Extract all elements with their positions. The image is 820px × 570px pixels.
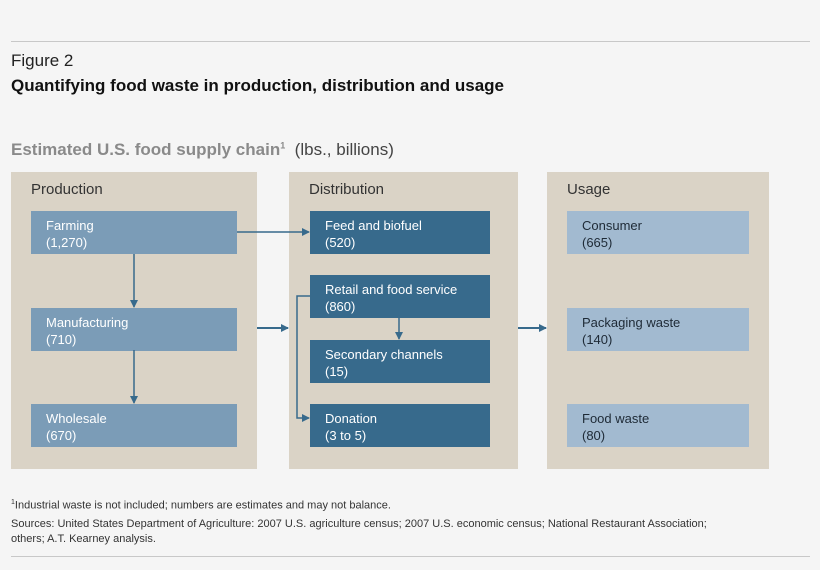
box-label: Food waste (582, 411, 650, 426)
arrow-retail-donation (296, 295, 310, 422)
box-value: (860) (325, 299, 356, 314)
box-value: (80) (582, 428, 606, 443)
panel-header: Production (31, 181, 103, 198)
box-food-waste: Food waste (80) (567, 404, 749, 447)
box-value: (520) (325, 235, 356, 250)
figure-label: Figure 2 (11, 51, 74, 70)
box-label: Feed and biofuel (325, 218, 422, 233)
top-rule (11, 41, 810, 42)
box-manufacturing: Manufacturing (710) (31, 308, 237, 351)
box-value: (710) (46, 332, 77, 347)
box-value: (140) (582, 332, 613, 347)
box-label: Farming (46, 218, 94, 233)
subtitle-main: Estimated U.S. food supply chain (11, 140, 281, 159)
box-retail-food-service: Retail and food service (860) (310, 275, 490, 318)
figure-title: Quantifying food waste in production, di… (11, 76, 504, 95)
footnote-text: Industrial waste is not included; number… (14, 499, 391, 512)
box-value: (665) (582, 235, 613, 250)
panel-header: Usage (567, 181, 611, 198)
box-label: Donation (325, 411, 378, 426)
box-value: (670) (46, 428, 77, 443)
box-label: Consumer (582, 218, 642, 233)
box-feed-biofuel: Feed and biofuel (520) (310, 211, 490, 254)
panel-header: Distribution (309, 181, 385, 198)
subtitle-sup: 1 (280, 140, 286, 151)
bottom-rule (11, 556, 810, 557)
box-secondary-channels: Secondary channels (15) (310, 340, 490, 383)
box-wholesale: Wholesale (670) (31, 404, 237, 447)
box-label: Manufacturing (46, 315, 129, 330)
box-packaging-waste: Packaging waste (140) (567, 308, 749, 351)
box-label: Secondary channels (325, 347, 443, 362)
box-value: (15) (325, 364, 349, 379)
chart-subtitle: Estimated U.S. food supply chain1 (lbs.,… (11, 140, 394, 160)
sources: Sources: United States Department of Agr… (11, 518, 707, 545)
box-label: Wholesale (46, 411, 107, 426)
box-label: Retail and food service (325, 282, 458, 297)
box-donation: Donation (3 to 5) (310, 404, 490, 447)
footnote: 1Industrial waste is not included; numbe… (11, 499, 391, 512)
box-label: Packaging waste (582, 315, 681, 330)
box-farming: Farming (1,270) (31, 211, 237, 254)
footnote-sup: 1 (11, 499, 15, 506)
box-consumer: Consumer (665) (567, 211, 749, 254)
subtitle-units: (lbs., billions) (294, 140, 394, 159)
box-value: (3 to 5) (325, 428, 367, 443)
box-value: (1,270) (46, 235, 88, 250)
